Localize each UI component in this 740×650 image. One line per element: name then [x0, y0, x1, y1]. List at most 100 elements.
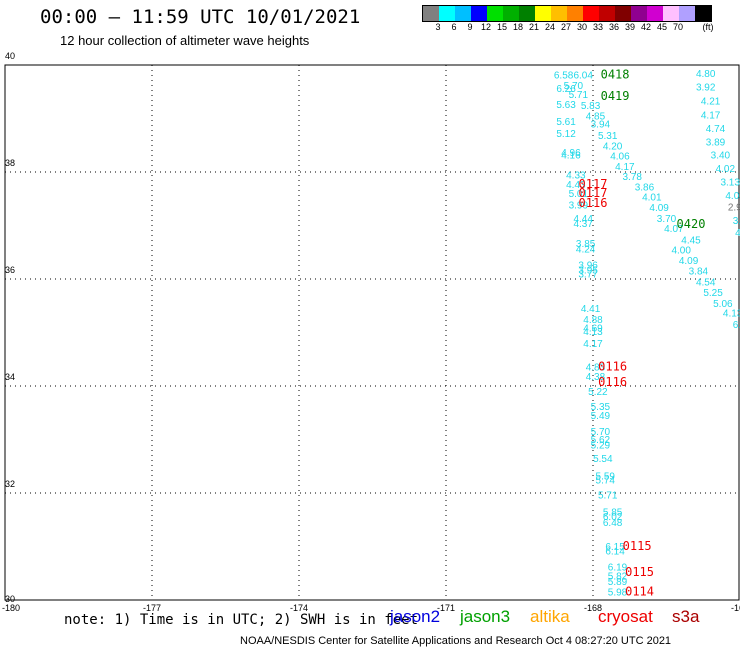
wave-height-label: 4.44: [573, 214, 593, 225]
wave-height-label: 4.13: [723, 308, 740, 319]
colorbar-swatch: [471, 6, 487, 21]
wave-height-label: 4.01: [642, 192, 662, 203]
legend-entry-altika: altika: [530, 607, 570, 626]
wave-height-label: 2.96: [728, 203, 740, 214]
colorbar-swatch: [663, 6, 679, 21]
wave-height-label: 3.94: [591, 120, 611, 131]
wave-height-label: 4.16: [561, 151, 581, 162]
wave-height-label: 4.88: [583, 315, 603, 326]
colorbar-tick: 42: [640, 22, 652, 32]
wave-height-label: 4.24: [576, 244, 596, 255]
colorbar-unit: (ft): [702, 22, 714, 32]
wave-height-label: 3.85: [576, 239, 596, 250]
wave-height-label: 6.04: [573, 70, 593, 81]
pass-time-label: 0420: [677, 217, 706, 231]
plot-frame: [4, 64, 740, 601]
wave-height-label: 5.71: [569, 90, 589, 101]
wave-height-label: 5.98: [608, 588, 628, 599]
wave-height-label: 4.43: [566, 180, 586, 191]
wave-height-label: 5.49: [591, 411, 611, 422]
wave-height-label: 3.70: [657, 214, 677, 225]
footer-note: note: 1) Time is in UTC; 2) SWH is in fe…: [64, 612, 419, 628]
wave-height-label: 4.69: [583, 323, 603, 334]
wave-height-label: 4.33: [566, 170, 586, 181]
colorbar-tick: 27: [560, 22, 572, 32]
wave-height-label: 5.06: [713, 299, 733, 310]
colorbar-swatch: [519, 6, 535, 21]
colorbar-tick: 36: [608, 22, 620, 32]
wave-height-label: 6.26: [556, 84, 576, 95]
wave-height-label: 3.84: [689, 267, 709, 278]
wave-height-label: 4.09: [649, 203, 669, 214]
wave-height-label: 5.01: [569, 189, 589, 200]
y-tick-label: 30: [5, 594, 15, 604]
legend-entry-cryosat: cryosat: [598, 607, 653, 626]
colorbar-tick: 21: [528, 22, 540, 32]
wave-height-label: 4.37: [573, 219, 593, 230]
wave-height-label: 4.21: [701, 97, 721, 108]
pass-time-label: 0115: [623, 539, 652, 553]
colorbar: [422, 5, 712, 22]
wave-height-label: 4.09: [679, 256, 699, 267]
colorbar-swatch: [679, 6, 695, 21]
wave-height-label: 5.31: [598, 131, 618, 142]
x-tick-label: -171: [437, 603, 455, 613]
wave-height-label: 6.19: [608, 563, 628, 574]
wave-height-label: 5.74: [596, 475, 616, 486]
x-tick-label: -165: [731, 603, 740, 613]
colorbar-tick: 30: [576, 22, 588, 32]
legend-entry-jason3: jason3: [460, 607, 511, 626]
y-tick-label: 36: [5, 265, 15, 275]
colorbar-swatch: [439, 6, 455, 21]
wave-height-label: 3.40: [711, 151, 731, 162]
wave-height-label: 3.86: [635, 183, 655, 194]
colorbar-tick: 15: [496, 22, 508, 32]
colorbar-tick: 33: [592, 22, 604, 32]
wave-height-label: 3.77: [578, 269, 598, 280]
colorbar-tick: 70: [672, 22, 684, 32]
colorbar-swatch: [551, 6, 567, 21]
wave-height-label: 3.78: [622, 172, 642, 183]
wave-height-label: 6.48: [603, 518, 623, 529]
y-tick-label: 40: [5, 51, 15, 61]
wave-height-label: 5.61: [556, 117, 576, 128]
colorbar-tick: 12: [480, 22, 492, 32]
colorbar-ticks: 3 6 9 12 15 18 21 24 27 30 33 36 39 42 45 70 (ft): [422, 22, 722, 34]
colorbar-swatch: [503, 6, 519, 21]
wave-height-label: 4.83: [586, 362, 606, 373]
colorbar-swatch: [487, 6, 503, 21]
colorbar-swatch: [583, 6, 599, 21]
pass-time-label: 0115: [625, 565, 654, 579]
y-tick-label: 32: [5, 479, 15, 489]
wave-height-label: 5.62: [591, 435, 611, 446]
wave-height-label: 4.17: [615, 162, 635, 173]
pass-time-label: 0418: [601, 67, 630, 81]
colorbar-tick: 24: [544, 22, 556, 32]
wave-height-label: 6.02: [603, 512, 623, 523]
wave-height-label: 4.80: [696, 69, 716, 80]
colorbar-tick: 45: [656, 22, 668, 32]
wave-height-label: 5.85: [603, 507, 623, 518]
wave-height-label: 3.89: [733, 216, 740, 227]
pass-time-label: 0419: [601, 89, 630, 103]
wave-height-label: 3.99: [569, 200, 589, 211]
colorbar-tick: 18: [512, 22, 524, 32]
wave-height-label: 5.12: [556, 129, 576, 140]
wave-height-label: 4.07: [664, 224, 684, 235]
wave-height-label: 5.54: [593, 454, 613, 465]
colorbar-swatch: [695, 6, 711, 21]
colorbar-swatch: [567, 6, 583, 21]
wave-height-label: 4.45: [681, 236, 701, 247]
wave-height-label: 5.59: [596, 472, 616, 483]
wave-height-label: 4.06: [610, 152, 630, 163]
chart-title: 00:00 – 11:59 UTC 10/01/2021: [40, 6, 361, 28]
wave-height-label: 6.58: [554, 70, 574, 81]
pass-time-label: 0117: [579, 186, 608, 200]
x-tick-label: -180: [2, 603, 20, 613]
colorbar-swatch: [631, 6, 647, 21]
colorbar-tick: 39: [624, 22, 636, 32]
wave-height-label: 3.89: [706, 137, 726, 148]
wave-height-label: 6.14: [605, 547, 625, 558]
x-tick-label: -177: [143, 603, 161, 613]
wave-height-label: 5.70: [564, 81, 584, 92]
